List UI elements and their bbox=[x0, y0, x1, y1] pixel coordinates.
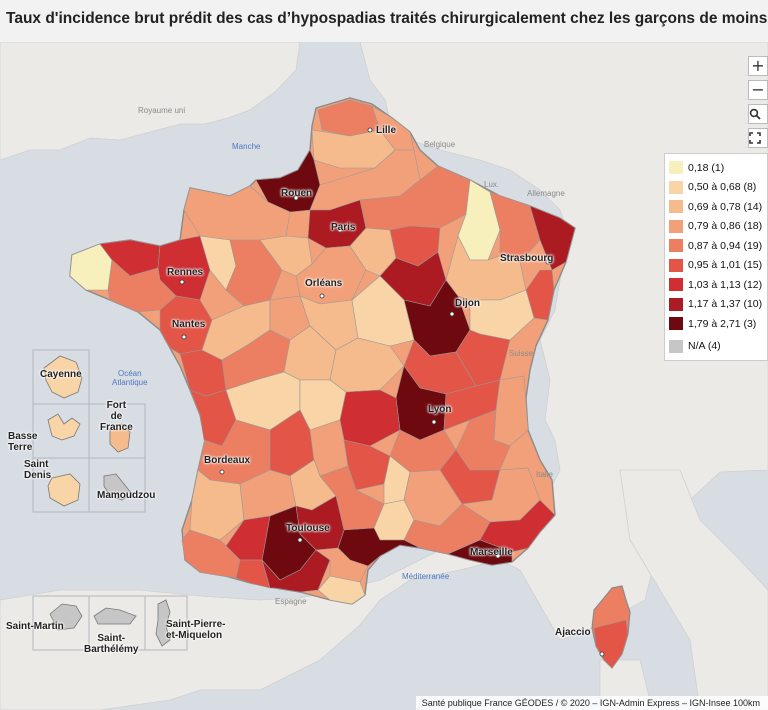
legend-label: 1,03 à 1,13 (12) bbox=[688, 278, 763, 291]
label-ocean-atlantique: Océan Atlantique bbox=[112, 369, 148, 387]
label-royaume-uni: Royaume uni bbox=[138, 106, 186, 115]
label-allemagne: Allemagne bbox=[527, 189, 565, 198]
city-label-dijon: Dijon bbox=[455, 298, 480, 309]
dept-ariege[interactable] bbox=[261, 549, 331, 593]
label-espagne: Espagne bbox=[275, 597, 307, 606]
dept-pyrenees-orientales[interactable] bbox=[317, 575, 366, 605]
city-label-marseille: Marseille bbox=[470, 547, 513, 558]
legend-item[interactable]: 1,03 à 1,13 (12) bbox=[669, 275, 763, 295]
city-label-orleans: Orléans bbox=[305, 278, 343, 289]
city-label-bordeaux: Bordeaux bbox=[204, 455, 251, 466]
map-legend: 0,18 (1) 0,50 à 0,68 (8) 0,69 à 0,78 (14) 0… bbox=[664, 153, 768, 361]
label-manche: Manche bbox=[232, 142, 261, 151]
dept-pyrenees-atlantiques[interactable] bbox=[181, 529, 241, 579]
inset-label-basse-terre: Basse Terre bbox=[8, 431, 38, 453]
legend-item[interactable]: 0,18 (1) bbox=[669, 158, 763, 178]
legend-label: 0,95 à 1,01 (15) bbox=[688, 259, 763, 272]
legend-swatch bbox=[669, 180, 683, 194]
reunion[interactable] bbox=[47, 473, 81, 507]
search-icon bbox=[749, 108, 761, 120]
city-label-nantes: Nantes bbox=[172, 319, 206, 330]
label-lux: Lux. bbox=[484, 180, 500, 189]
inset-label-saint-barthelemy: Saint- Barthélémy bbox=[84, 633, 139, 655]
dept-landes[interactable] bbox=[189, 469, 245, 541]
city-label-lyon: Lyon bbox=[428, 404, 452, 415]
legend-swatch bbox=[669, 161, 683, 175]
map-title: Taux d'incidence brut prédit des cas d’h… bbox=[0, 0, 768, 42]
mayotte[interactable] bbox=[103, 473, 133, 501]
legend-label: 1,17 à 1,37 (10) bbox=[688, 298, 763, 311]
saint-barthelemy[interactable] bbox=[93, 607, 137, 625]
legend-item[interactable]: 0,79 à 0,86 (18) bbox=[669, 217, 763, 237]
continent-landmass bbox=[0, 42, 768, 710]
legend-label: 0,50 à 0,68 (8) bbox=[688, 181, 757, 194]
legend-label: 0,69 à 0,78 (14) bbox=[688, 200, 763, 213]
legend-item[interactable]: 0,69 à 0,78 (14) bbox=[669, 197, 763, 217]
inset-label-saint-martin: Saint-Martin bbox=[6, 621, 64, 632]
dept-haute-saone[interactable] bbox=[445, 235, 527, 301]
legend-swatch bbox=[669, 339, 683, 353]
label-belgique: Belgique bbox=[424, 140, 456, 149]
zoom-out-button[interactable]: − bbox=[748, 80, 768, 100]
label-suisse: Suisse bbox=[509, 349, 534, 358]
legend-item[interactable]: N/A (4) bbox=[669, 337, 763, 357]
inset-label-mamoudzou: Mamoudzou bbox=[97, 490, 156, 501]
legend-swatch bbox=[669, 239, 683, 253]
city-label-toulouse: Toulouse bbox=[286, 523, 330, 534]
dept-aude[interactable] bbox=[315, 547, 369, 583]
choropleth-map[interactable]: + − Royaume uni Belgique Lux. Allemagne … bbox=[0, 42, 768, 710]
label-mediterranee: Méditerranée bbox=[402, 572, 450, 581]
legend-item[interactable]: 0,95 à 1,01 (15) bbox=[669, 256, 763, 276]
guadeloupe[interactable] bbox=[47, 413, 81, 441]
city-label-strasbourg: Strasbourg bbox=[500, 253, 554, 264]
italy-landmass bbox=[619, 469, 768, 710]
zoom-in-button[interactable]: + bbox=[748, 56, 768, 76]
legend-swatch bbox=[669, 278, 683, 292]
legend-label: N/A (4) bbox=[688, 340, 721, 353]
city-markers bbox=[179, 127, 605, 657]
city-label-lille: Lille bbox=[376, 125, 397, 136]
saint-martin[interactable] bbox=[49, 603, 83, 631]
legend-swatch bbox=[669, 219, 683, 233]
overseas-insets bbox=[32, 349, 188, 651]
inset-label-fort-de-france: Fort de France bbox=[100, 400, 133, 433]
legend-swatch bbox=[669, 317, 683, 331]
inset-label-saint-pierre-miquelon: Saint-Pierre- et-Miquelon bbox=[166, 619, 226, 641]
martinique[interactable] bbox=[109, 423, 131, 453]
legend-label: 0,18 (1) bbox=[688, 161, 725, 174]
city-label-rennes: Rennes bbox=[167, 267, 204, 278]
dept-bas-rhin[interactable] bbox=[529, 205, 576, 271]
label-italie: Italie bbox=[536, 470, 553, 479]
fullscreen-button[interactable] bbox=[748, 128, 768, 148]
city-label-paris: Paris bbox=[331, 222, 356, 233]
city-label-rouen: Rouen bbox=[281, 188, 313, 199]
inset-label-cayenne: Cayenne bbox=[40, 369, 82, 380]
legend-swatch bbox=[669, 200, 683, 214]
dept-hautes-pyrenees[interactable] bbox=[235, 559, 271, 589]
map-attribution: Santé publique France GÉODES / © 2020 – … bbox=[415, 696, 768, 710]
legend-label: 1,79 à 2,71 (3) bbox=[688, 317, 757, 330]
map-canvas[interactable] bbox=[0, 42, 768, 710]
city-label-ajaccio: Ajaccio bbox=[555, 627, 591, 638]
legend-item[interactable]: 0,50 à 0,68 (8) bbox=[669, 178, 763, 198]
search-button[interactable] bbox=[748, 104, 768, 124]
legend-label: 0,87 à 0,94 (19) bbox=[688, 239, 763, 252]
legend-item[interactable]: 1,17 à 1,37 (10) bbox=[669, 295, 763, 315]
legend-item[interactable]: 1,79 à 2,71 (3) bbox=[669, 314, 763, 334]
saint-pierre-miquelon[interactable] bbox=[155, 599, 171, 647]
legend-swatch bbox=[669, 297, 683, 311]
france-departments[interactable] bbox=[69, 97, 576, 605]
legend-rows: 0,18 (1) 0,50 à 0,68 (8) 0,69 à 0,78 (14) 0… bbox=[669, 158, 763, 356]
legend-label: 0,79 à 0,86 (18) bbox=[688, 220, 763, 233]
fullscreen-icon bbox=[749, 132, 761, 144]
legend-swatch bbox=[669, 258, 683, 272]
dept-bouches-du-rhone[interactable] bbox=[447, 539, 513, 566]
legend-item[interactable]: 0,87 à 0,94 (19) bbox=[669, 236, 763, 256]
dept-morbihan[interactable] bbox=[107, 259, 177, 313]
uk-landmass bbox=[0, 42, 301, 161]
inset-label-saint-denis: Saint Denis bbox=[24, 459, 52, 481]
guyane[interactable] bbox=[43, 355, 83, 399]
